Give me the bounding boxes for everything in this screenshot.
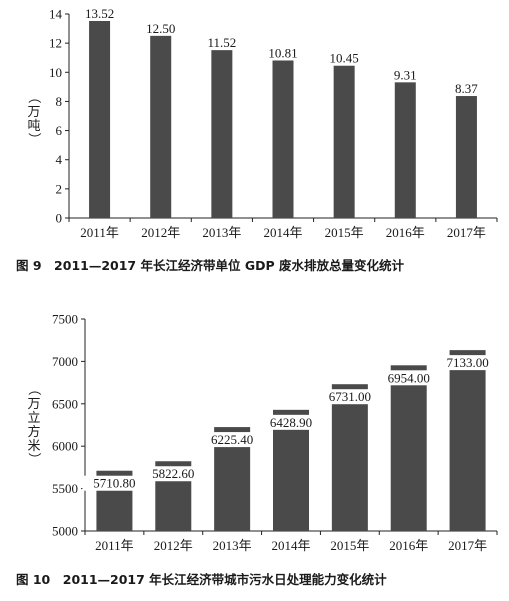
data-label-backing [435,355,500,371]
data-label: 6428.90 [270,415,312,430]
x-tick-label: 2016年 [386,225,425,240]
data-label: 10.81 [268,45,297,60]
bar-2017年 [449,350,486,531]
bar-2012年 [150,35,172,218]
x-tick-label: 2014年 [263,225,302,240]
y-tick-label: 7000 [52,354,78,369]
data-label: 5710.80 [93,476,135,491]
y-axis-label-char: 米 [27,439,40,454]
data-label: 10.45 [330,51,359,66]
y-tick-label: 8 [56,94,63,109]
x-tick-label: 2017年 [447,225,486,240]
y-axis-label-char: 立 [27,411,40,426]
y-axis-label-char: （ [26,90,41,103]
x-tick-label: 2015年 [330,538,369,553]
data-label: 6731.00 [329,389,371,404]
y-tick-label: 6 [56,123,63,138]
figure-caption: 图 9 2011—2017 年长江经济带单位 GDP 废水排放总量变化统计 [16,258,404,273]
data-label-backing [141,466,206,482]
data-label: 11.52 [207,35,236,50]
bar-2015年 [333,65,355,218]
y-tick-label: 4 [56,152,63,167]
bar-2014年 [273,409,309,531]
y-axis-label-char: ） [26,132,41,145]
bar-2016年 [390,365,427,531]
bar-2014年 [272,60,294,219]
data-label: 6225.40 [211,432,253,447]
x-tick-label: 2015年 [325,225,364,240]
y-axis-label-char: 万 [27,105,40,120]
y-tick-label: 0 [56,211,63,226]
data-label: 12.50 [146,21,175,36]
x-tick-label: 2012年 [141,225,180,240]
chart-1: 0 2 4 6 8 10 12 14 13.52 2011年 12.50 2012年 11.52 2013… [16,6,498,273]
y-axis-label: （ 万吨） [26,90,41,145]
y-axis-label-char: 方 [27,424,40,440]
data-label-backing [259,414,323,430]
data-label: 6954.00 [388,370,430,385]
x-tick-label: 2017年 [448,538,487,553]
bar-2011年 [89,20,111,218]
data-label: 7133.00 [446,355,488,370]
x-tick-label: 2016年 [389,538,428,553]
data-label-backing [82,475,147,491]
x-tick-label: 2011年 [95,538,134,553]
data-label-backing [317,389,382,405]
bar-2016年 [394,82,416,218]
x-tick-label: 2011年 [80,225,119,240]
x-tick-label: 2014年 [271,538,310,553]
data-label: 5822.60 [152,466,194,481]
chart-2: 5000 5500 6000 6500 7000 7500 5710.80 2011年 5822… [16,312,500,587]
y-tick-label: 14 [49,7,63,22]
y-tick-label: 2 [56,181,63,196]
y-tick-label: 7500 [52,312,78,327]
y-tick-label: 5000 [52,524,78,539]
bar-2013年 [211,50,233,218]
data-label: 9.31 [394,67,417,82]
x-tick-label: 2012年 [154,538,193,553]
figure-caption: 图 10 2011—2017 年长江经济带城市污水日处理能力变化统计 [16,572,387,587]
y-axis-label-char: 吨 [27,119,40,134]
y-axis-label-char: 万 [27,397,40,412]
data-label: 8.37 [455,81,478,96]
bar-2015年 [331,384,368,531]
y-tick-label: 6500 [52,396,78,411]
y-tick-label: 5500 [52,481,78,496]
y-axis-label-char: ） [26,452,41,465]
bar-2017年 [455,96,477,218]
x-tick-label: 2013年 [202,225,241,240]
y-axis-label-char: （ [26,382,41,395]
y-tick-label: 10 [49,65,62,80]
data-label-backing [200,432,265,448]
x-tick-label: 2013年 [213,538,252,553]
y-tick-label: 6000 [52,439,78,454]
y-tick-label: 12 [49,36,62,51]
data-label-backing [376,370,441,386]
data-label: 13.52 [85,6,114,21]
